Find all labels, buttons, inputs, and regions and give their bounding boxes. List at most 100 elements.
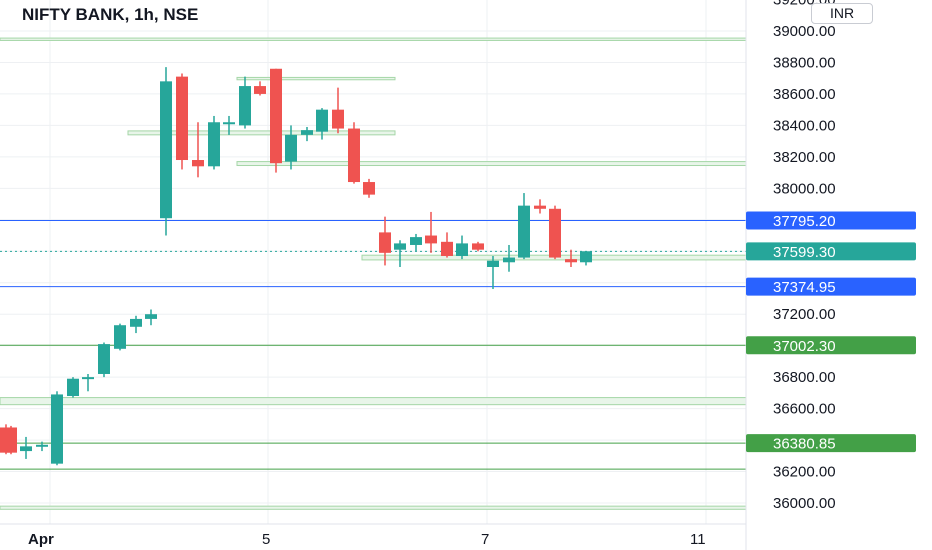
zone-rect [236,76,396,81]
candle[interactable] [301,126,313,142]
candle-body [114,325,126,349]
candle-body [316,109,328,132]
time-tick-label: Apr [28,531,54,548]
candle[interactable] [145,309,157,326]
candle[interactable] [565,249,577,267]
candle-body [580,251,592,263]
candle[interactable] [534,199,546,214]
time-axis[interactable]: Apr 5 7 11 [28,531,706,548]
candle-body [254,86,266,94]
candle[interactable] [394,240,406,267]
candle[interactable] [549,205,561,260]
candle[interactable] [518,193,530,260]
candle[interactable] [5,425,17,455]
candle-body [549,208,561,258]
candle[interactable] [36,441,48,452]
price-tick-label: 39200.00 [773,0,836,9]
candle[interactable] [208,115,220,170]
candle[interactable] [379,216,391,266]
price-tick-label: 38800.00 [773,54,836,71]
candle[interactable] [487,255,499,290]
candle[interactable] [239,76,251,129]
candle-body [270,68,282,164]
price-tick-label: 38600.00 [773,86,836,103]
price-tick-label: 39000.00 [773,23,836,40]
price-label-pill [746,277,916,296]
candle-body [239,86,251,126]
candle-body [425,235,437,244]
candle[interactable] [285,125,297,170]
candle-body [223,122,235,125]
candle[interactable] [425,211,437,253]
zone-rect [0,37,747,41]
candle[interactable] [51,391,63,466]
candle-body [410,237,422,245]
candle-body [5,427,17,453]
candle[interactable] [441,232,453,258]
zone-rect [236,161,747,167]
candle[interactable] [223,115,235,135]
candle[interactable] [456,235,468,260]
candle[interactable] [580,251,592,266]
candle[interactable] [503,244,515,272]
candle-body [565,259,577,263]
candle[interactable] [316,108,328,140]
price-label-pill [746,211,916,230]
price-label-pill [746,242,916,261]
price-tick-label: 38000.00 [773,180,836,197]
candle[interactable] [20,436,32,459]
candle-body [348,128,360,183]
candle-body [518,205,530,258]
candle[interactable] [254,81,266,96]
price-tick-label: 38200.00 [773,149,836,166]
candle[interactable] [348,122,360,184]
candle[interactable] [472,241,484,252]
candle-body [456,243,468,256]
candle-body [379,232,391,253]
support-resistance-zones [0,37,747,510]
candle-body [441,241,453,256]
candle-body [145,314,157,319]
candle-body [301,130,313,135]
candles[interactable] [0,67,592,466]
zone-rect [0,397,747,406]
price-label-text: 37599.30 [773,244,836,261]
price-tick-label: 37200.00 [773,306,836,323]
price-label-text: 37002.30 [773,338,836,355]
candle-body [394,243,406,250]
time-tick-label: 11 [690,531,706,548]
price-label-text: 37374.95 [773,279,836,296]
candle[interactable] [114,323,126,351]
candle-body [98,344,110,374]
time-tick-label: 7 [481,531,489,548]
candle-body [285,134,297,162]
candle[interactable] [98,342,110,378]
candle[interactable] [176,73,188,170]
price-labels: 37795.20 37599.30 37374.95 37002.30 36380.85 [746,211,916,453]
horizontal-lines [0,220,746,470]
candle-body [332,109,344,129]
candle[interactable] [363,178,375,198]
candle-body [36,444,48,447]
price-axis[interactable]: 36000.00 36200.00 36600.00 36800.00 37200.00… [773,0,836,512]
candle-body [160,81,172,219]
candle[interactable] [130,315,142,334]
candle-body [363,182,375,195]
candle-body [208,122,220,167]
price-tick-label: 38400.00 [773,117,836,134]
candle[interactable] [82,373,94,392]
candle[interactable] [67,377,79,398]
zone-rect [127,130,396,136]
candle[interactable] [160,67,172,236]
candle[interactable] [270,68,282,173]
candle-body [51,394,63,464]
currency-badge[interactable]: INR [811,3,873,24]
price-label-pill [746,434,916,453]
candle-body [130,318,142,327]
candle[interactable] [192,122,204,178]
candle[interactable] [332,87,344,134]
candle[interactable] [410,233,422,252]
price-label-text: 37795.20 [773,213,836,230]
price-label-text: 36380.85 [773,436,836,453]
